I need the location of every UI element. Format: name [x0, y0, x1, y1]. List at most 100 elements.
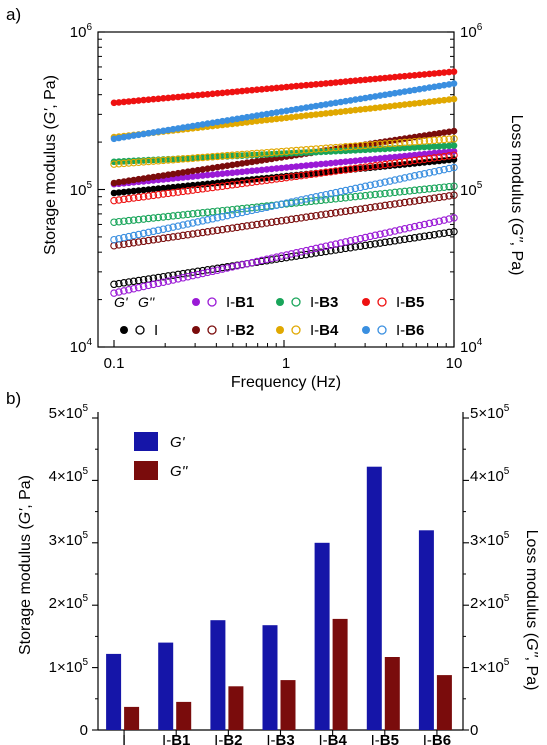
data-point	[214, 163, 221, 171]
category-label: I-B3	[266, 732, 294, 745]
data-point	[263, 203, 271, 212]
data-point	[213, 183, 222, 191]
data-point	[129, 277, 138, 286]
data-point	[322, 160, 330, 167]
data-point	[346, 193, 355, 201]
data-point	[317, 169, 325, 177]
data-point	[287, 250, 296, 258]
data-point	[405, 138, 414, 146]
data-point	[332, 109, 340, 116]
data-point	[174, 211, 182, 220]
data-point	[431, 83, 438, 91]
data-point	[160, 127, 167, 135]
data-point	[248, 158, 256, 166]
data-point	[366, 203, 374, 212]
data-point	[341, 238, 350, 246]
data-point	[198, 269, 207, 278]
legend-label: I-B2	[226, 322, 254, 339]
data-point	[421, 132, 428, 139]
data-point	[248, 150, 256, 158]
bar-I-B1-storage	[158, 642, 174, 730]
data-point	[278, 108, 285, 115]
data-point	[179, 155, 187, 163]
data-point	[435, 136, 443, 144]
data-point	[253, 177, 261, 186]
data-point	[140, 96, 147, 104]
data-point	[125, 194, 133, 203]
data-point	[268, 155, 276, 163]
data-point	[233, 115, 241, 123]
data-point	[164, 272, 172, 280]
legend-open-marker	[377, 325, 387, 335]
data-point	[317, 243, 325, 252]
data-point	[416, 143, 423, 151]
data-point	[272, 148, 281, 156]
data-point	[194, 121, 202, 129]
data-point	[253, 205, 261, 214]
data-point	[292, 197, 301, 205]
data-point	[139, 282, 148, 291]
data-point	[229, 88, 236, 96]
data-point	[189, 154, 197, 162]
data-point	[179, 124, 187, 131]
data-point	[410, 172, 419, 180]
data-point	[450, 182, 458, 190]
data-point	[233, 160, 241, 168]
data-point	[258, 157, 266, 164]
data-point	[204, 165, 211, 172]
data-point	[174, 183, 182, 190]
data-point	[450, 214, 458, 222]
data-point	[351, 192, 360, 201]
data-point	[144, 214, 153, 223]
data-point	[361, 141, 370, 150]
data-point	[273, 84, 280, 92]
data-point	[184, 168, 192, 175]
data-point	[445, 96, 453, 103]
data-point	[288, 106, 295, 114]
data-point	[381, 74, 389, 82]
data-point	[337, 158, 345, 166]
data-point	[371, 231, 379, 240]
data-point	[164, 156, 172, 164]
data-point	[223, 225, 232, 233]
data-point	[381, 201, 389, 210]
data-point	[198, 217, 207, 225]
data-point	[248, 118, 256, 125]
data-point	[263, 156, 271, 163]
panel-b-tick-marks	[92, 417, 469, 735]
data-point	[219, 117, 226, 125]
data-point	[194, 218, 202, 226]
data-point	[258, 111, 266, 119]
data-point	[164, 277, 172, 285]
data-point	[341, 207, 350, 216]
legend-entry-I-B1: I-B1	[192, 294, 254, 311]
data-point	[238, 168, 246, 176]
data-point	[426, 131, 433, 139]
tick-label: 106	[460, 22, 483, 41]
data-point	[125, 278, 133, 286]
data-point	[376, 190, 384, 198]
data-point	[450, 151, 458, 159]
data-point	[391, 200, 399, 208]
data-point	[135, 175, 142, 183]
data-point	[415, 186, 424, 194]
data-point	[115, 288, 123, 296]
data-point	[243, 207, 251, 216]
data-point	[283, 114, 290, 122]
panel-a-label: a)	[6, 5, 21, 24]
data-point	[450, 80, 458, 87]
data-point	[416, 71, 423, 79]
tick-label: 105	[70, 180, 93, 199]
data-point	[129, 194, 138, 202]
data-point	[179, 182, 187, 190]
data-point	[115, 279, 123, 288]
data-point	[243, 222, 251, 230]
legend-label: I-B6	[396, 322, 424, 339]
data-point	[391, 73, 399, 81]
series-I-loss-modulus	[110, 227, 458, 289]
data-point	[312, 244, 320, 253]
data-point	[139, 158, 148, 166]
data-point	[336, 166, 345, 175]
data-point	[164, 189, 172, 198]
data-point	[203, 266, 212, 274]
